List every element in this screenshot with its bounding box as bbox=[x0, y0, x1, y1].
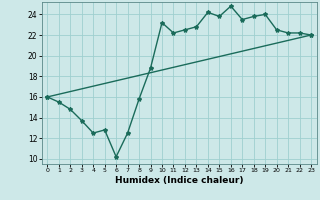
X-axis label: Humidex (Indice chaleur): Humidex (Indice chaleur) bbox=[115, 176, 244, 185]
